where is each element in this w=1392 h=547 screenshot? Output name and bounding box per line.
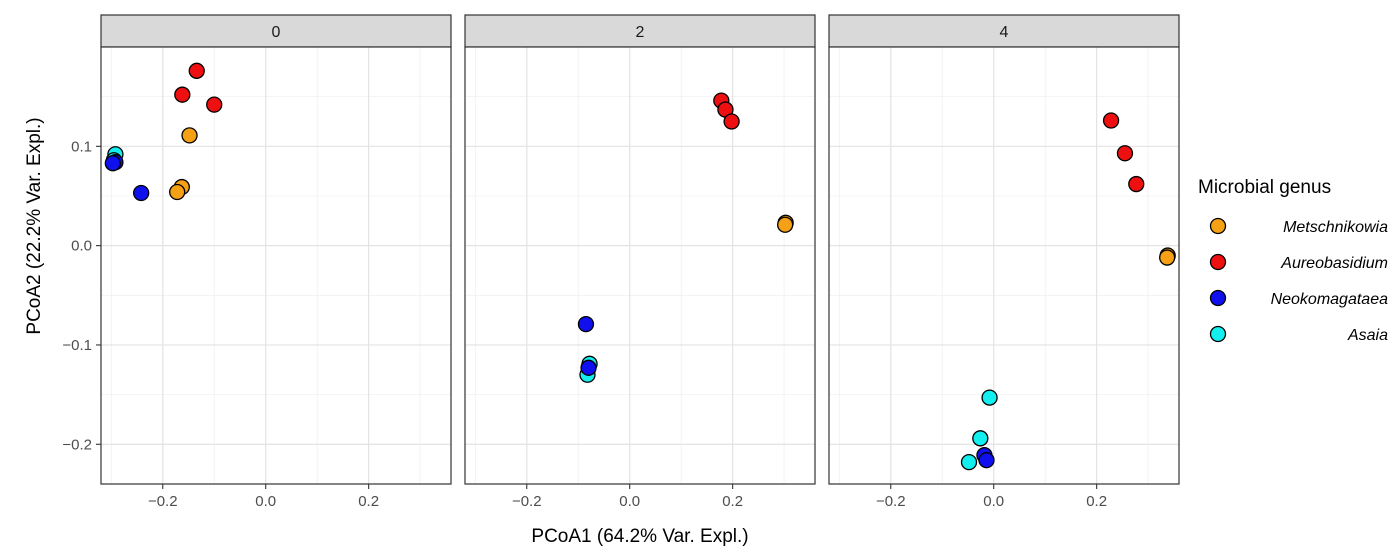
y-tick-label: 0.1 bbox=[71, 138, 92, 155]
data-point-neokomagataea bbox=[132, 184, 150, 202]
data-point-aureobasidium bbox=[1128, 175, 1145, 193]
data-point-neokomagataea bbox=[580, 359, 597, 376]
x-tick-label: −0.2 bbox=[512, 493, 542, 510]
x-tick-label: 0.2 bbox=[722, 493, 743, 510]
y-tick-label: −0.1 bbox=[62, 337, 92, 354]
x-tick-label: 0.0 bbox=[619, 493, 640, 510]
panel-border bbox=[464, 46, 816, 485]
x-tick-label: 0.2 bbox=[358, 493, 379, 510]
facet-strip-label: 4 bbox=[1000, 24, 1009, 41]
panel-border bbox=[828, 46, 1180, 485]
x-tick-label: 0.2 bbox=[1086, 493, 1107, 510]
data-point-neokomagataea bbox=[577, 315, 595, 333]
data-point-aureobasidium bbox=[188, 62, 205, 79]
plot-background bbox=[101, 47, 451, 484]
panel-2: 2 bbox=[464, 14, 816, 485]
data-point-asaia bbox=[972, 430, 989, 447]
legend-key-asaia bbox=[1209, 325, 1227, 343]
facet-strip-label: 2 bbox=[636, 24, 645, 41]
data-point-aureobasidium bbox=[723, 113, 740, 130]
data-point-metschnikowia bbox=[181, 127, 198, 144]
plot-background bbox=[829, 47, 1179, 484]
facet-strip bbox=[100, 14, 452, 48]
y-axis-title: PCoA2 (22.2% Var. Expl.) bbox=[24, 117, 45, 334]
y-tick-label: −0.2 bbox=[62, 436, 92, 453]
legend-label-metschnikowia: Metschnikowia bbox=[1283, 219, 1388, 236]
data-point-aureobasidium bbox=[206, 96, 223, 113]
panel-4: 4 bbox=[828, 14, 1180, 485]
panel-border bbox=[100, 46, 452, 485]
x-axis-title: PCoA1 (64.2% Var. Expl.) bbox=[531, 526, 748, 547]
plot-background bbox=[465, 47, 815, 484]
panels-layer: 0 2 4 bbox=[100, 14, 1180, 485]
data-point-metschnikowia bbox=[169, 183, 186, 201]
data-point-aureobasidium bbox=[1102, 112, 1120, 129]
legend: Microbial genus Metschnikowia Aureobasidi… bbox=[1198, 177, 1388, 344]
panel-0: 0 bbox=[100, 14, 452, 485]
legend-key-metschnikowia bbox=[1209, 217, 1227, 235]
data-point-aureobasidium bbox=[1116, 145, 1134, 162]
data-point-metschnikowia bbox=[776, 216, 794, 233]
legend-label-aureobasidium: Aureobasidium bbox=[1280, 255, 1388, 272]
x-tick-label: 0.0 bbox=[255, 493, 276, 510]
legend-title: Microbial genus bbox=[1198, 177, 1331, 198]
data-point-metschnikowia bbox=[1159, 249, 1176, 266]
data-point-asaia bbox=[981, 389, 998, 406]
facet-strip bbox=[464, 14, 816, 48]
y-tick-label: 0.0 bbox=[71, 238, 92, 255]
data-point-asaia bbox=[960, 453, 978, 471]
x-tick-label: −0.2 bbox=[876, 493, 906, 510]
facet-strip-label: 0 bbox=[272, 24, 281, 41]
x-tick-label: 0.0 bbox=[983, 493, 1004, 510]
legend-key-aureobasidium bbox=[1209, 253, 1227, 271]
x-tick-label: −0.2 bbox=[148, 493, 178, 510]
legend-key-neokomagataea bbox=[1209, 289, 1227, 307]
data-point-aureobasidium bbox=[174, 86, 191, 103]
legend-label-neokomagataea: Neokomagataea bbox=[1271, 291, 1389, 308]
data-point-neokomagataea bbox=[978, 452, 995, 469]
axes-layer: −0.2 0.0 0.2 −0.2 0.0 0.2 −0.2 0.0 0.2 0.1 0.0 −0.1… bbox=[62, 138, 1107, 510]
legend-label-asaia: Asaia bbox=[1347, 327, 1388, 344]
data-point-neokomagataea bbox=[104, 155, 121, 172]
